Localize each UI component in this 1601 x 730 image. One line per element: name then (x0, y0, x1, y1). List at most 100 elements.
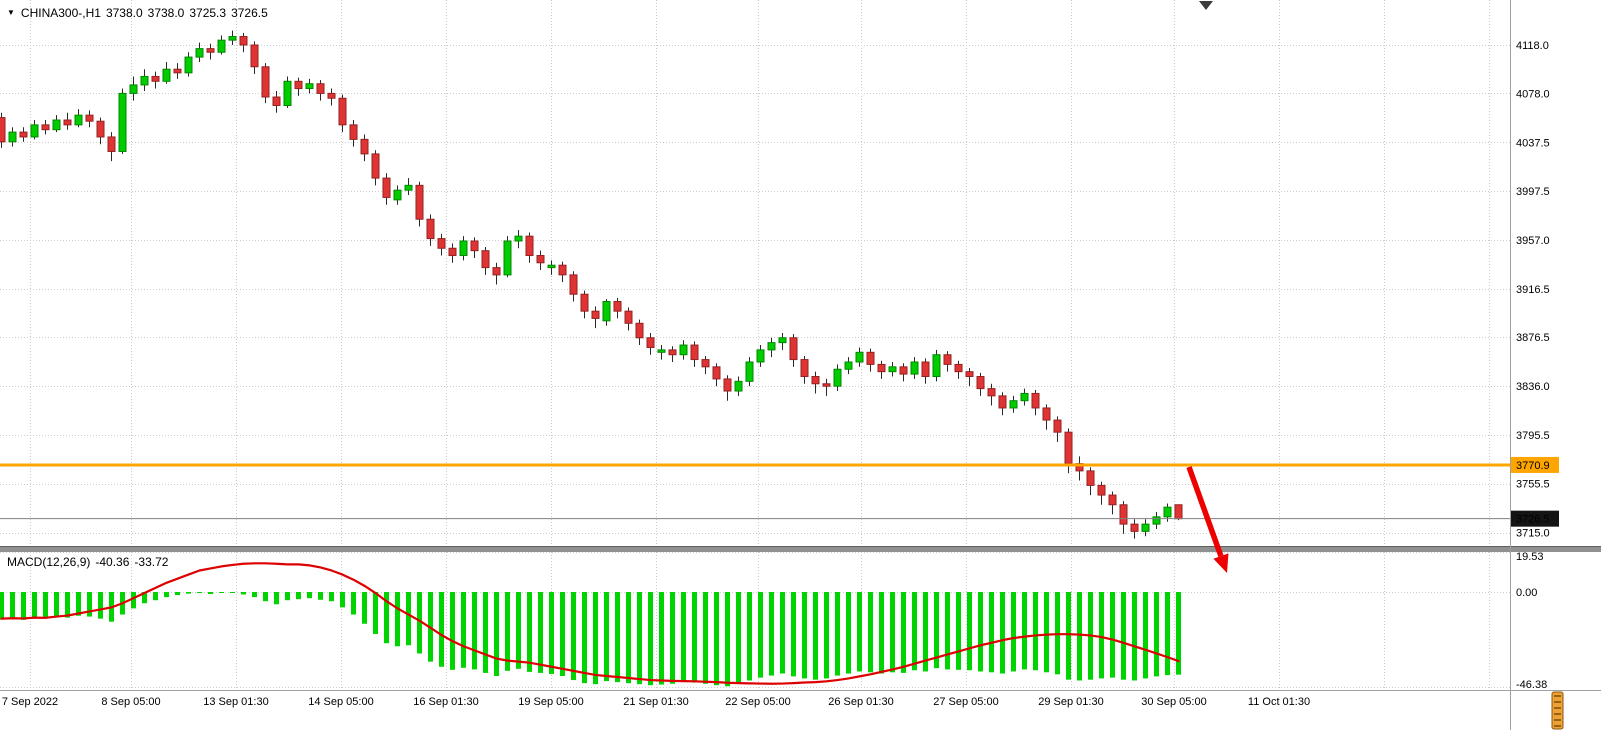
macd-histogram-bar (747, 592, 752, 681)
candle-body (1108, 494, 1117, 506)
macd-histogram-bar (725, 592, 730, 687)
candle-body (459, 240, 468, 257)
candle-body (371, 153, 380, 179)
candlestick-series (0, 30, 1183, 539)
candle-body (228, 36, 237, 41)
price-axis-label: 3957.0 (1516, 235, 1550, 247)
macd-histogram-bar (1110, 592, 1115, 678)
chart-ohlc-header: ▼ CHINA300-,H1 3738.0 3738.0 3725.3 3726… (7, 6, 268, 20)
macd-histogram-bar (54, 592, 59, 617)
candle-body (1174, 504, 1183, 520)
macd-histogram-bar (813, 592, 818, 680)
candle-body (503, 240, 512, 276)
macd-histogram-bar (186, 592, 191, 594)
down-arrow-annotation[interactable] (1186, 466, 1229, 573)
price-axis-label: 3997.5 (1516, 186, 1550, 198)
candle-body (1009, 400, 1018, 409)
candle-body (833, 368, 842, 387)
macd-histogram-bar (1011, 592, 1016, 672)
macd-histogram-bar (692, 592, 697, 683)
macd-histogram-bar (538, 592, 543, 673)
time-axis-label: 16 Sep 01:30 (413, 696, 478, 708)
scrollbar-thumb[interactable] (1551, 691, 1564, 730)
macd-histogram-bar (758, 592, 763, 678)
candle-body (140, 75, 149, 86)
symbol-dropdown-icon[interactable]: ▼ (7, 8, 15, 17)
candle-body (800, 359, 809, 378)
macd-histogram-bar (296, 592, 301, 600)
candle-body (217, 39, 226, 53)
scrollbar-thumb-body[interactable] (1551, 691, 1564, 730)
macd-histogram-bar (142, 592, 147, 604)
macd-histogram-bar (395, 592, 400, 647)
candle-body (173, 68, 182, 74)
candle-body (305, 83, 314, 90)
macd-histogram-bar (978, 592, 983, 672)
panel-separator[interactable] (0, 546, 1601, 552)
macd-histogram-bar (32, 592, 37, 619)
macd-histogram-bar (1066, 592, 1071, 680)
macd-histogram-bar (1154, 592, 1159, 677)
price-axis-label: 4037.5 (1516, 137, 1550, 149)
candle-body (767, 342, 776, 351)
time-axis: 7 Sep 2022 8 Sep 05:00 13 Sep 01:30 14 Sep … (2, 696, 1310, 708)
candle-body (624, 310, 633, 324)
candle-body (987, 388, 996, 397)
macd-histogram-bar (945, 592, 950, 670)
candle-body (1086, 470, 1095, 486)
macd-axis-label: 0.00 (1516, 587, 1537, 599)
time-axis-label: 7 Sep 2022 (2, 696, 58, 708)
macd-histogram-bar (824, 592, 829, 679)
candle-body (569, 274, 578, 295)
macd-histogram-bar (967, 592, 972, 671)
candle-body (272, 96, 281, 106)
candle-body (976, 376, 985, 390)
macd-histogram-bar (351, 592, 356, 615)
candle-body (393, 189, 402, 201)
candle-body (19, 131, 28, 138)
macd-histogram-bar (164, 592, 169, 598)
candle-body (514, 235, 523, 242)
macd-histogram-bar (483, 592, 488, 673)
macd-histogram-bar (505, 592, 510, 671)
candle-body (8, 131, 17, 143)
macd-histogram-bar (450, 592, 455, 670)
candle-body (1130, 523, 1139, 532)
candle-body (360, 138, 369, 155)
macd-histogram-bar (857, 592, 862, 672)
macd-histogram-bar (549, 592, 554, 674)
price-axis-label: 3795.5 (1516, 430, 1550, 442)
candle-body (844, 361, 853, 370)
candle-body (96, 120, 105, 138)
candle-body (151, 75, 160, 82)
candle-body (1152, 516, 1161, 525)
candle-body (877, 363, 886, 373)
macd-histogram-bar (1121, 592, 1126, 680)
macd-histogram-bar (318, 592, 323, 600)
resistance-price-badge (1511, 456, 1559, 473)
candle-body (74, 114, 83, 126)
macd-histogram-bar (208, 592, 213, 595)
candle-body (789, 337, 798, 361)
candle-body (525, 235, 534, 257)
macd-histogram-bar (230, 592, 235, 593)
candle-body (206, 48, 215, 53)
macd-histogram-bar (197, 592, 202, 594)
candle-body (129, 84, 138, 94)
macd-histogram-bar (1000, 592, 1005, 674)
macd-histogram-bar (846, 592, 851, 674)
price-axis-label: 3876.5 (1516, 332, 1550, 344)
macd-histogram-bar (714, 592, 719, 686)
chart-shift-marker[interactable] (1199, 1, 1213, 10)
ohlc-high: 3738.0 (147, 6, 185, 20)
ohlc-low: 3725.3 (189, 6, 227, 20)
price-axis-label: 3755.5 (1516, 479, 1550, 491)
price-axis: 4118.0 4078.0 4037.5 3997.5 3957.0 3916.5 3876… (1516, 40, 1550, 540)
macd-histogram-bar (1176, 592, 1181, 675)
grid (0, 0, 1510, 690)
macd-histogram-bar (912, 592, 917, 671)
macd-histogram-bar (923, 592, 928, 672)
macd-name: MACD(12,26,9) (7, 555, 91, 569)
time-axis-label: 14 Sep 05:00 (308, 696, 373, 708)
